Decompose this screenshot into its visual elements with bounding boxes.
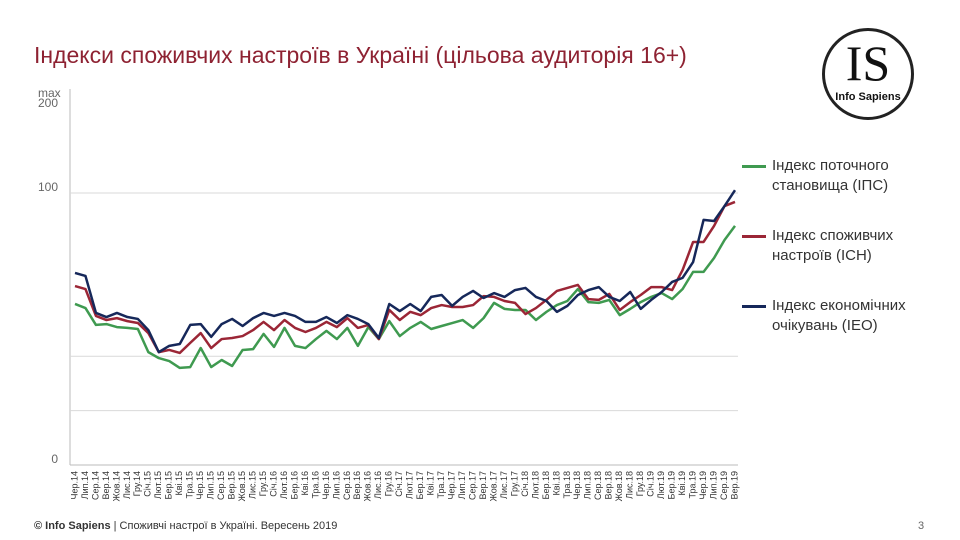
x-tick-label: Чер.19 [698, 471, 708, 500]
x-tick-label: Лют.18 [530, 471, 540, 499]
x-tick-label: Сер.17 [467, 471, 477, 500]
series-line [74, 189, 737, 354]
x-tick-label: Жов.17 [488, 471, 498, 502]
x-tick-label: Кві.17 [426, 471, 436, 496]
logo: IS Info Sapiens [822, 28, 914, 120]
x-tick-label: Січ.18 [520, 471, 530, 497]
y-tick-label: 200 [38, 96, 58, 110]
x-tick-label: Лис.14 [122, 471, 132, 499]
x-tick-label: Жов.16 [363, 471, 373, 502]
footer-text: | Споживчі настрої в Україні. Вересень 2… [113, 520, 338, 532]
x-tick-label: Сер.16 [342, 471, 352, 500]
x-tick-label: Гру.16 [384, 471, 394, 496]
chart-title: Індекси споживчих настроїв в Україні (ці… [34, 42, 687, 68]
x-tick-label: Тра.16 [310, 471, 320, 499]
x-tick-label: Гру.17 [509, 471, 519, 496]
x-tick-label: Бер.15 [164, 471, 174, 499]
x-tick-label: Вер.16 [352, 471, 362, 500]
x-tick-label: Бер.18 [541, 471, 551, 499]
x-tick-label: Лют.16 [279, 471, 289, 499]
x-tick-label: Чер.16 [321, 471, 331, 500]
x-tick-label: Вер.19 [729, 471, 739, 500]
legend-label: Індекс економічних очікувань (ІЕО) [772, 297, 906, 334]
x-tick-label: Лип.17 [457, 471, 467, 499]
x-tick-label: Бер.16 [289, 471, 299, 499]
legend: Індекс поточного становища (ІПС) Індекс с… [742, 156, 942, 366]
x-tick-label: Кві.16 [300, 471, 310, 496]
y-tick-label: 0 [51, 452, 58, 466]
x-tick-label: Лис.18 [625, 471, 635, 499]
x-tick-label: Лип.15 [206, 471, 216, 499]
x-tick-label: Січ.16 [268, 471, 278, 497]
footer: © Info Sapiens | Споживчі настрої в Укра… [34, 520, 337, 532]
x-tick-label: Кві.15 [174, 471, 184, 496]
x-tick-label: Лют.17 [405, 471, 415, 499]
x-tick-label: Жов.14 [111, 471, 121, 502]
legend-entry: Індекс поточного становища (ІПС) [742, 156, 942, 196]
x-tick-label: Лип.14 [80, 471, 90, 499]
x-tick-label: Сер.15 [216, 471, 226, 500]
logo-name: Info Sapiens [835, 91, 901, 103]
x-tick-label: Сер.19 [719, 471, 729, 500]
x-tick-label: Сер.18 [593, 471, 603, 500]
legend-label: Індекс споживчих настроїв (ІСН) [772, 227, 894, 264]
x-tick-label: Вер.17 [478, 471, 488, 500]
x-tick-label: Вер.18 [604, 471, 614, 500]
x-tick-label: Лип.18 [583, 471, 593, 499]
x-tick-label: Вер.15 [227, 471, 237, 500]
series-line [74, 225, 737, 370]
x-tick-label: Жов.15 [237, 471, 247, 502]
x-tick-label: Лют.19 [656, 471, 666, 499]
x-tick-label: Вер.14 [101, 471, 111, 500]
x-tick-label: Тра.19 [687, 471, 697, 499]
x-tick-label: Тра.15 [185, 471, 195, 499]
x-tick-label: Лип.19 [708, 471, 718, 499]
y-max-label: max [38, 86, 61, 100]
x-tick-label: Лис.17 [499, 471, 509, 499]
legend-entry: Індекс економічних очікувань (ІЕО) [742, 296, 942, 336]
x-tick-label: Чер.18 [572, 471, 582, 500]
x-tick-label: Кві.19 [677, 471, 687, 496]
x-tick-label: Кві.18 [551, 471, 561, 496]
x-tick-label: Січ.19 [646, 471, 656, 497]
x-tick-label: Гру.18 [635, 471, 645, 496]
x-tick-label: Тра.17 [436, 471, 446, 499]
x-tick-label: Жов.18 [614, 471, 624, 502]
x-tick-label: Тра.18 [562, 471, 572, 499]
legend-label: Індекс поточного становища (ІПС) [772, 157, 889, 194]
legend-swatch [742, 165, 766, 168]
x-tick-label: Гру.15 [258, 471, 268, 496]
x-tick-label: Лис.16 [373, 471, 383, 499]
x-tick-label: Чер.15 [195, 471, 205, 500]
x-tick-label: Чер.17 [447, 471, 457, 500]
logo-mark: IS [845, 35, 891, 91]
series-line [74, 200, 736, 355]
x-tick-label: Гру.14 [132, 471, 142, 496]
legend-entry: Індекс споживчих настроїв (ІСН) [742, 226, 942, 266]
x-tick-label: Січ.17 [394, 471, 404, 497]
x-tick-label: Чер.14 [69, 471, 79, 500]
x-tick-label: Лип.16 [331, 471, 341, 499]
legend-swatch [742, 235, 766, 238]
y-tick-label: 100 [38, 180, 58, 194]
legend-swatch [742, 305, 766, 308]
x-tick-label: Бер.17 [415, 471, 425, 499]
footer-brand: © Info Sapiens [34, 520, 111, 532]
x-tick-label: Бер.19 [667, 471, 677, 499]
page-number: 3 [918, 520, 925, 532]
x-tick-label: Січ.15 [143, 471, 153, 497]
x-tick-label: Лис.15 [247, 471, 257, 499]
x-tick-label: Лют.15 [153, 471, 163, 499]
x-tick-label: Сер.14 [90, 471, 100, 500]
